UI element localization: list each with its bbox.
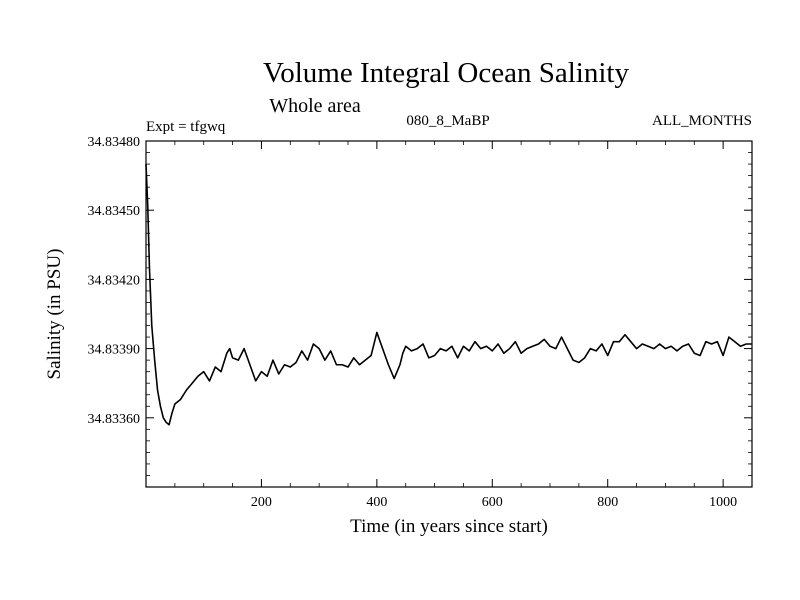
experiment-label: Expt = tfgwq [146,119,226,135]
x-tick-label: 200 [251,495,272,510]
months-label: ALL_MONTHS [652,113,752,129]
y-axis-label: Salinity (in PSU) [44,249,65,380]
x-axis-label: Time (in years since start) [350,516,548,537]
axes: 34.83360 34.83390 34.83420 34.83450 34.83480… [88,135,752,510]
y-tick-label: 34.83420 [88,273,141,288]
chart-title: Volume Integral Ocean Salinity [263,57,629,89]
x-tick-label: 800 [597,495,618,510]
y-tick-label: 34.83390 [88,343,141,358]
y-tick-label: 34.83480 [88,135,141,150]
series-layer [145,164,752,426]
y-tick-label: 34.83360 [88,412,141,427]
salinity-series-line [145,164,752,426]
x-tick-label: 600 [482,495,503,510]
x-tick-label: 1000 [709,495,737,510]
x-tick-label: 400 [366,495,387,510]
plot-frame [145,140,753,488]
chart-subtitle: Whole area [269,95,361,117]
run-label: 080_8_MaBP [406,113,489,129]
y-tick-label: 34.83450 [88,204,141,219]
